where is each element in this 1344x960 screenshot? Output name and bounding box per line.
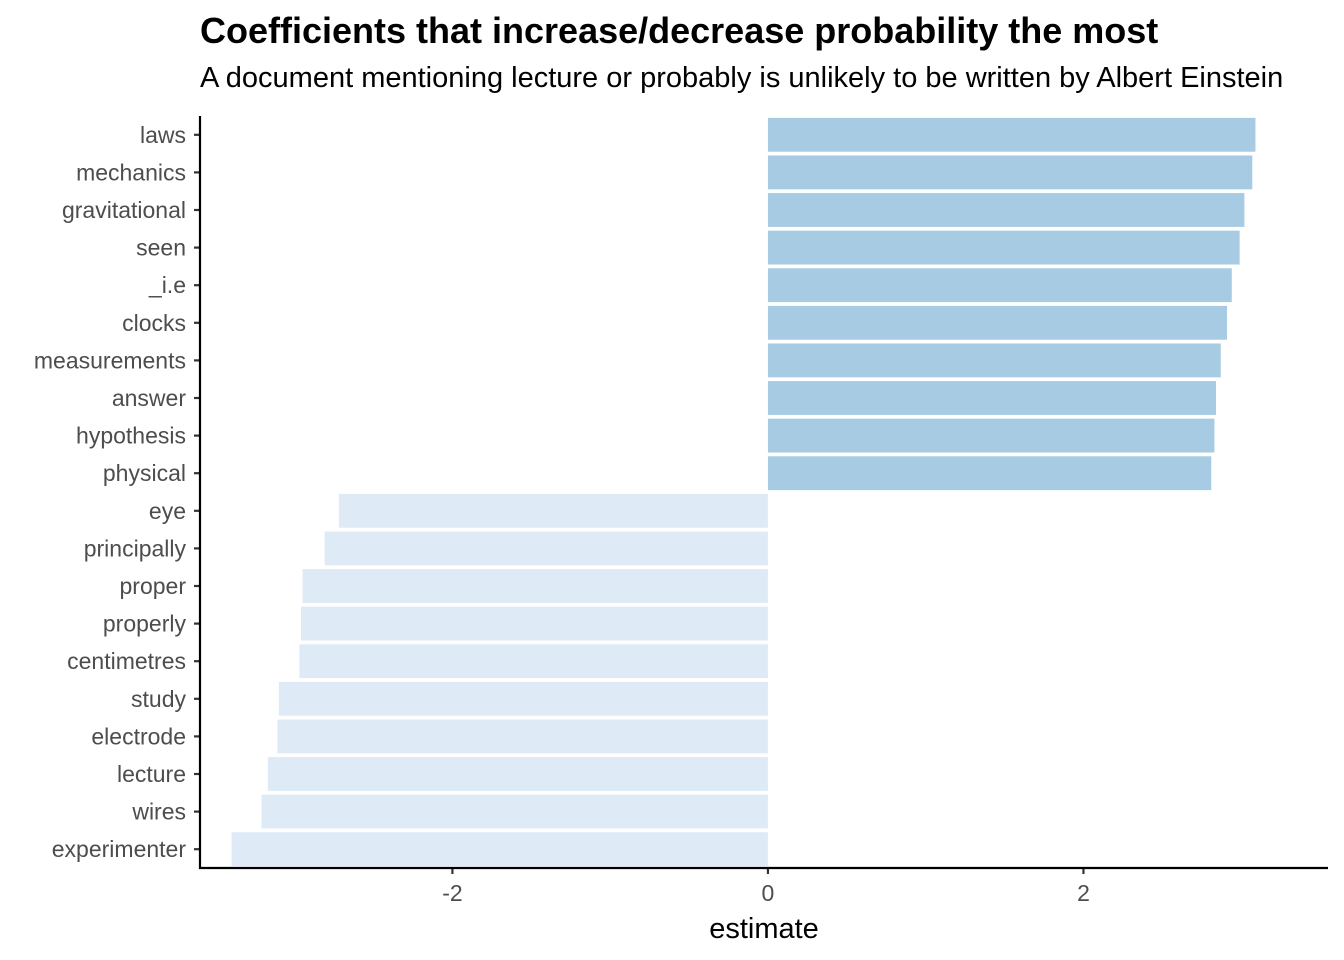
y-tick-label: seen [136,235,186,261]
bar-laws [767,117,1256,152]
bars-group [231,117,1256,867]
y-tick-label: measurements [34,347,186,373]
y-tick-label: eye [149,498,186,524]
bar-i-e [767,268,1232,303]
bar-centimetres [299,644,768,679]
y-tick-label: lecture [117,761,186,787]
bar-wires [261,794,768,829]
chart-title: Coefficients that increase/decrease prob… [200,10,1159,51]
y-tick-label: study [131,686,186,712]
bar-study [278,681,768,716]
y-tick-label: experimenter [52,836,187,862]
bar-clocks [767,305,1228,340]
chart-subtitle: A document mentioning lecture or probabl… [200,62,1284,94]
x-tick-label: 2 [1077,880,1090,906]
y-tick-label: hypothesis [76,423,186,449]
y-tick-label: gravitational [62,197,186,223]
y-tick-label: properly [103,611,187,637]
x-tick-label: -2 [442,880,462,906]
bar-principally [324,531,768,566]
y-tick-label: proper [120,573,187,599]
bar-proper [302,569,768,603]
bar-lecture [267,757,768,791]
bar-hypothesis [767,418,1215,453]
bar-eye [338,493,768,528]
y-tick-label: _i.e [148,272,186,298]
x-axis-ticks: -2 0 2 [442,868,1090,906]
y-tick-label: wires [131,799,186,825]
y-tick-label: centimetres [67,648,186,674]
y-tick-label: physical [103,460,186,486]
x-axis-title: estimate [709,913,819,945]
x-tick-label: 0 [762,880,775,906]
bar-seen [767,230,1240,265]
bar-measurements [767,343,1221,378]
bar-gravitational [767,193,1245,227]
y-tick-label: clocks [122,310,186,336]
y-tick-label: electrode [91,723,186,749]
bar-experimenter [231,832,768,867]
bar-answer [767,381,1216,415]
y-tick-label: laws [140,122,186,148]
y-tick-label: principally [84,535,187,561]
y-tick-label: answer [112,385,186,411]
bar-mechanics [767,155,1253,190]
bar-electrode [277,719,768,754]
bar-physical [767,456,1212,491]
y-tick-label: mechanics [76,159,186,185]
bar-properly [300,606,768,641]
y-axis-ticks: laws mechanics gravitational seen _i.eclocks… [34,122,200,862]
